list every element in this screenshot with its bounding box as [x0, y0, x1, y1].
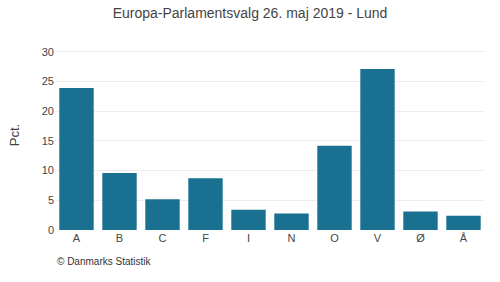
svg-text:0: 0	[48, 224, 54, 236]
svg-text:Pct.: Pct.	[7, 124, 22, 146]
svg-text:© Danmarks Statistik: © Danmarks Statistik	[57, 256, 152, 267]
svg-text:15: 15	[42, 135, 54, 147]
svg-text:V: V	[374, 232, 382, 244]
svg-text:B: B	[116, 232, 123, 244]
svg-text:N: N	[288, 232, 296, 244]
svg-text:A: A	[73, 232, 81, 244]
svg-text:10: 10	[42, 164, 54, 176]
svg-text:Å: Å	[460, 232, 468, 244]
svg-text:Ø: Ø	[416, 232, 425, 244]
svg-text:O: O	[330, 232, 339, 244]
svg-text:Europa-Parlamentsvalg 26. maj: Europa-Parlamentsvalg 26. maj 2019 - Lun…	[113, 5, 388, 21]
svg-text:C: C	[159, 232, 167, 244]
svg-text:25: 25	[42, 75, 54, 87]
svg-text:20: 20	[42, 105, 54, 117]
svg-text:I: I	[247, 232, 250, 244]
svg-text:5: 5	[48, 194, 54, 206]
svg-text:F: F	[202, 232, 209, 244]
svg-text:30: 30	[42, 46, 54, 58]
